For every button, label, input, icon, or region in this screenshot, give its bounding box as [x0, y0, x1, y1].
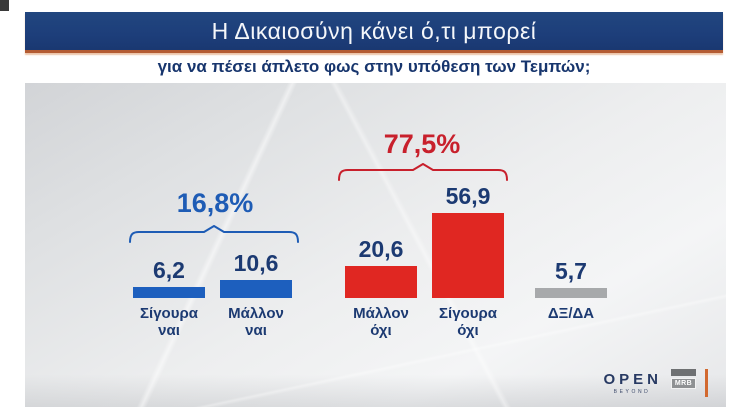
category-label: Μάλλον όχι	[353, 305, 409, 339]
mrb-logo-bar	[671, 369, 696, 376]
broadcaster-logos: OPEN BEYOND MRB	[599, 369, 708, 397]
bar-mallon-ochi	[345, 266, 417, 298]
bar-value: 10,6	[233, 250, 279, 276]
bar-value: 20,6	[358, 236, 404, 262]
bar-value: 56,9	[445, 183, 491, 209]
open-logo-tagline: BEYOND	[613, 389, 651, 395]
category-label: Σίγουρα όχι	[439, 305, 497, 339]
orange-divider	[705, 369, 708, 397]
bar-value: 5,7	[555, 258, 587, 284]
group-total-no: 77,5%	[383, 129, 461, 159]
bar-dxda	[535, 288, 607, 298]
brace-yes-icon	[129, 225, 299, 243]
video-corner-artifact	[0, 0, 9, 11]
brace-no-icon	[338, 163, 508, 181]
open-logo-text: OPEN	[603, 371, 662, 388]
bar-group-dxda: 5,7	[521, 258, 621, 298]
bar-value: 6,2	[153, 257, 185, 283]
category-label: ΔΞ/ΔΑ	[547, 305, 595, 322]
category-label: Σίγουρα ναι	[140, 305, 198, 339]
mrb-logo-text: MRB	[671, 378, 696, 389]
bar-group-mallon-nai: 10,6	[206, 250, 306, 298]
bar-sigoura-ochi	[432, 213, 504, 298]
category-label: Μάλλον ναι	[228, 305, 284, 339]
title-banner: Η Δικαιοσύνη κάνει ό,τι μπορεί	[25, 12, 723, 53]
page-subtitle: για να πέσει άπλετο φως στην υπόθεση των…	[157, 57, 591, 76]
bar-mallon-nai	[220, 280, 292, 298]
page-title: Η Δικαιοσύνη κάνει ό,τι μπορεί	[211, 17, 537, 44]
group-total-yes: 16,8%	[176, 188, 254, 218]
bar-sigoura-nai	[133, 287, 205, 298]
open-tv-logo: OPEN BEYOND	[599, 369, 662, 395]
bar-group-mallon-ochi: 20,6	[331, 236, 431, 298]
bar-group-sigoura-nai: 6,2	[119, 257, 219, 298]
chart-panel: 16,8% 77,5% 6,2 10,6 20,6 56,9 5,7	[25, 83, 726, 407]
bar-group-sigoura-ochi: 56,9	[418, 183, 518, 298]
mrb-logo: MRB	[671, 369, 696, 389]
